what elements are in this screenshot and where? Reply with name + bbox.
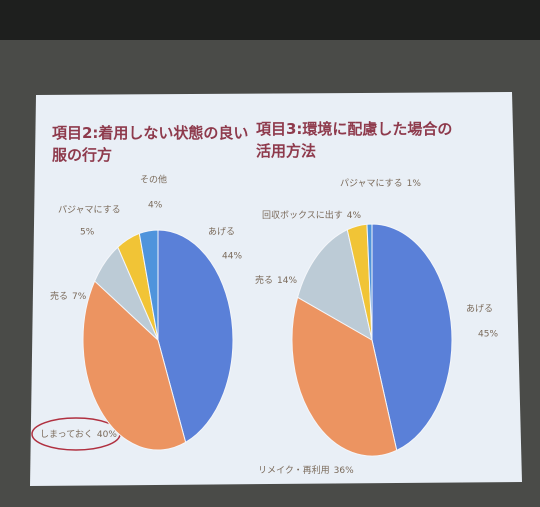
category-label: その他	[140, 174, 167, 186]
value-label: 1%	[407, 179, 422, 189]
chart: あげる 44% しまっておく 40% 売る 7% パジャマにする 5% その他 4% あげる 45% リ…	[0, 0, 540, 507]
value-label: 14%	[277, 276, 297, 286]
value-label: 40%	[97, 430, 117, 440]
slice-label: パジャマにする 1%	[340, 178, 421, 189]
category-label: 売る	[50, 290, 68, 302]
chart-title: 項目3:環境に配慮した場合の活用方法	[256, 118, 461, 162]
slice-label: リメイク・再利用 36%	[258, 464, 354, 476]
value-label: 36%	[334, 466, 354, 476]
photo: あげる 44% しまっておく 40% 売る 7% パジャマにする 5% その他 4% あげる 45% リ…	[0, 0, 540, 507]
category-label: パジャマにする	[58, 205, 121, 216]
value-label: 7%	[72, 292, 87, 302]
value-label: 4%	[148, 201, 163, 211]
category-label: 売る	[255, 274, 273, 286]
category-label: 回収ボックスに出す	[262, 209, 343, 221]
category-label: あげる	[466, 304, 493, 315]
category-label: パジャマにする	[340, 178, 403, 189]
category-label: しまっておく	[40, 429, 93, 440]
slice-label: 回収ボックスに出す 4%	[262, 209, 361, 221]
value-label: 45%	[478, 330, 498, 340]
chart-title: 項目2:着用しない状態の良い服の行方	[52, 122, 257, 166]
ceiling	[0, 0, 540, 40]
value-label: 5%	[80, 228, 95, 238]
slice-label: 売る 14%	[255, 274, 297, 286]
category-label: リメイク・再利用	[258, 464, 330, 476]
category-label: あげる	[208, 227, 235, 238]
value-label: 44%	[222, 252, 242, 262]
value-label: 4%	[347, 211, 362, 221]
slice-label: しまっておく 40%	[40, 429, 117, 440]
